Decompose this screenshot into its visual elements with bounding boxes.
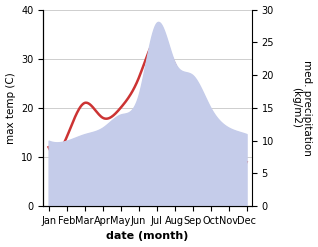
Y-axis label: max temp (C): max temp (C): [5, 72, 16, 144]
Y-axis label: med. precipitation
(kg/m2): med. precipitation (kg/m2): [291, 60, 313, 156]
X-axis label: date (month): date (month): [107, 231, 189, 242]
